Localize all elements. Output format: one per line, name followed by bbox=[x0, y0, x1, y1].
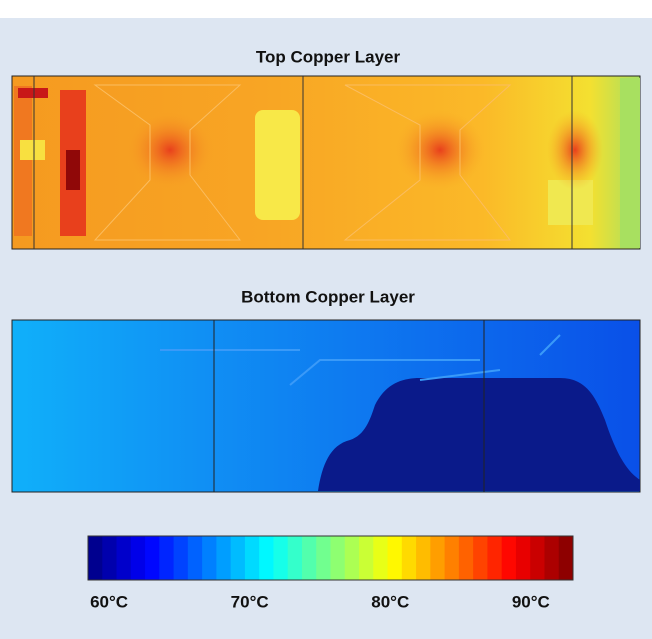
colorbar-tick-label: 80°C bbox=[371, 592, 409, 611]
colorbar-step bbox=[401, 536, 417, 580]
colorbar-tick-label: 90°C bbox=[512, 592, 550, 611]
colorbar: 60°C 70°C 80°C 90°C bbox=[87, 535, 574, 611]
colorbar-step bbox=[387, 536, 403, 580]
colorbar-step bbox=[230, 536, 246, 580]
colorbar-step bbox=[259, 536, 274, 580]
colorbar-step bbox=[173, 536, 189, 580]
colorbar-step bbox=[544, 536, 560, 580]
colorbar-step bbox=[102, 536, 118, 580]
colorbar-step bbox=[458, 536, 474, 580]
colorbar-step bbox=[359, 536, 374, 580]
top-layer-map bbox=[11, 75, 641, 250]
colorbar-step bbox=[244, 536, 260, 580]
colorbar-step bbox=[187, 536, 203, 580]
bottom-layer-map bbox=[11, 319, 641, 493]
top-margin bbox=[0, 0, 652, 18]
colorbar-step bbox=[430, 536, 446, 580]
colorbar-step bbox=[145, 536, 160, 580]
colorbar-step bbox=[216, 536, 232, 580]
panel-title: Top Copper Layer bbox=[256, 47, 401, 66]
colorbar-step bbox=[159, 536, 175, 580]
colorbar-frame bbox=[87, 535, 574, 581]
colorbar-step bbox=[373, 536, 389, 580]
colorbar-step bbox=[116, 536, 132, 580]
colorbar-step bbox=[444, 536, 460, 580]
colorbar-step bbox=[558, 536, 574, 580]
colorbar-step bbox=[88, 536, 103, 580]
colorbar-step bbox=[515, 536, 531, 580]
colorbar-tick-label: 70°C bbox=[231, 592, 269, 611]
colorbar-step bbox=[273, 536, 289, 580]
colorbar-step bbox=[487, 536, 503, 580]
colorbar-step bbox=[202, 536, 217, 580]
colorbar-step bbox=[473, 536, 488, 580]
colorbar-step bbox=[287, 536, 303, 580]
colorbar-step bbox=[416, 536, 431, 580]
colorbar-step bbox=[316, 536, 331, 580]
colorbar-step bbox=[501, 536, 517, 580]
colorbar-step bbox=[530, 536, 545, 580]
colorbar-step bbox=[130, 536, 146, 580]
colorbar-step bbox=[330, 536, 346, 580]
panel-title: Bottom Copper Layer bbox=[241, 287, 415, 306]
colorbar-step bbox=[301, 536, 317, 580]
colorbar-tick-label: 60°C bbox=[90, 592, 128, 611]
colorbar-step bbox=[344, 536, 360, 580]
